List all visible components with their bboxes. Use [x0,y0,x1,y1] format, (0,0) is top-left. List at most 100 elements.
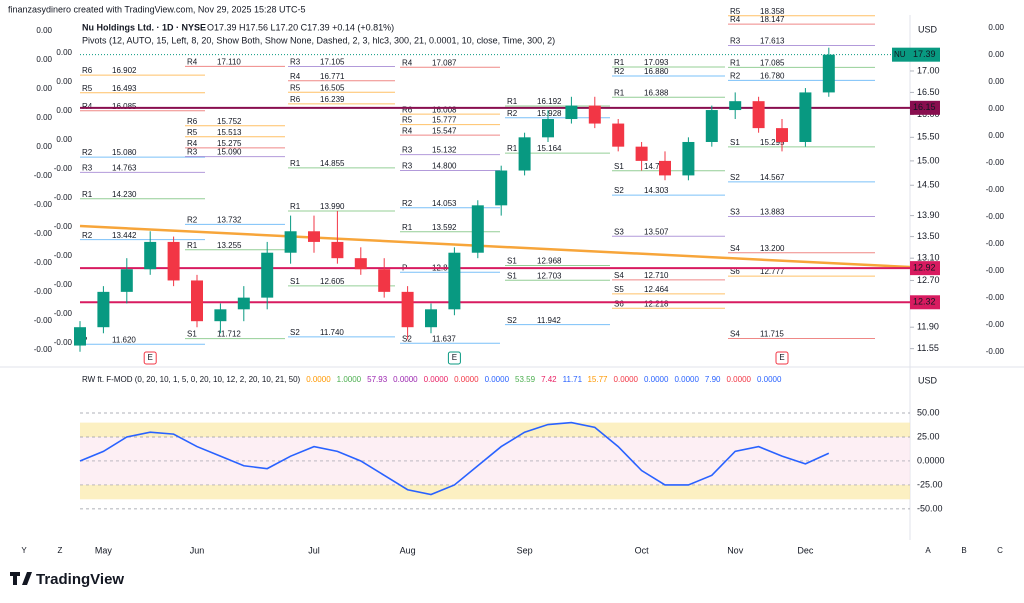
pivot-name: R5 [730,7,741,16]
pivot-label: 13.255 [217,241,242,250]
pivot-name: S2 [730,173,740,182]
pivot-label: 11.715 [760,330,784,339]
pivot-label: 16.780 [760,71,785,80]
pivot-name: R1 [290,202,301,211]
osc-tick-label: 0.0000 [917,455,945,465]
x-tick-label: May [95,545,113,555]
y-tick-label: 15.50 [917,132,940,142]
pivot-name: R2 [614,67,625,76]
right-label: -0.00 [986,185,1005,194]
osc-value: 1.0000 [337,375,362,384]
symbol-label: NU [894,50,906,59]
pivot-label: 12.605 [320,277,345,286]
candle-body [214,309,227,322]
left-label: 0.00 [36,55,52,64]
oscillator-legend: RW ft. F-MOD (0, 20, 10, 1, 5, 0, 20, 10… [82,375,782,384]
pivot-name: R5 [82,84,93,93]
pivot-label: 11.620 [112,335,136,344]
candle-body [635,146,648,161]
candle-body [659,160,671,176]
x-tick-label: Dec [797,545,814,555]
pivot-label: 13.990 [320,202,345,211]
pivot-name: R6 [187,117,198,126]
osc-value: 0.0000 [485,375,510,384]
pivot-label: 14.230 [112,190,137,199]
pivot-label: 13.442 [112,231,137,240]
pivot-label: 14.800 [432,162,457,171]
x-tick-label: Jul [308,545,320,555]
candle-body [97,291,110,328]
pivot-label: 13.507 [644,227,669,236]
candle-body [448,252,461,310]
pivot-name: S4 [730,244,740,253]
candle-body [799,92,812,142]
right-label: -0.00 [986,266,1005,275]
left-label: -0.00 [34,316,53,325]
event-label: E [779,353,784,362]
pivot-label: 11.637 [432,334,456,343]
candle-body [191,280,203,322]
left-label: -0.00 [54,193,73,202]
pivot-label: 13.200 [760,244,785,253]
pivot-label: 17.110 [217,57,241,66]
pivot-label: 16.902 [112,66,137,75]
candle-body [495,170,508,206]
pivot-label: 17.087 [432,58,457,67]
event-marker [447,351,461,365]
candle-body [308,231,320,242]
event-label: E [452,353,457,362]
osc-value: 0.0000 [644,375,669,384]
osc-tick-label: 25.00 [917,431,940,441]
candle-body [729,101,742,111]
pivot-name: R1 [82,190,93,199]
symbol-box [892,47,910,62]
pivot-name: R4 [82,102,93,111]
pivot-name: R1 [290,159,301,168]
band-lower [80,484,910,500]
candle-body [120,269,133,292]
pivot-name: S1 [290,277,300,286]
pivot-label: 16.239 [320,95,345,104]
axis-letter: C [997,546,1003,555]
y-tick-label: 14.50 [917,180,940,190]
pivot-label: 14.053 [432,199,457,208]
pivot-label: 15.080 [112,148,137,157]
x-tick-label: Aug [400,545,416,555]
left-label: -0.00 [34,345,53,354]
left-label: -0.00 [34,171,53,180]
pivot-name: S3 [614,227,624,236]
left-label: 0.00 [36,26,52,35]
pivot-label: 18.147 [760,15,785,24]
y-tick-label: 16.50 [917,87,940,97]
brand: TradingView [36,571,124,588]
candle-body [776,128,788,142]
pivot-label: 16.388 [644,88,669,97]
pivot-name: S1 [187,330,197,339]
currency: USD [918,24,938,34]
currency: USD [918,375,938,385]
pivot-label: 12.464 [644,285,669,294]
pivot-label: 15.132 [432,146,457,155]
pivot-label: 14.763 [112,163,137,172]
pivot-label: 11.942 [537,316,561,325]
pivot-name: S1 [730,138,740,147]
y-tick-label: 13.10 [917,253,940,263]
pivot-label: 16.085 [112,102,137,111]
pivot-label: 15.547 [432,126,457,135]
pivot-name: S3 [730,208,740,217]
candle-body [237,297,250,310]
pivot-label: 14.303 [644,186,669,195]
left-label: 0.00 [36,84,52,93]
pivot-label: 11.740 [320,328,344,337]
candle-body [74,327,86,346]
candle-body [144,241,157,270]
pivot-name: R6 [290,95,301,104]
osc-tick-label: 50.00 [917,407,940,417]
pivot-label: 13.592 [432,223,457,232]
pivot-label: 18.358 [760,7,785,16]
pivot-name: R6 [82,66,93,75]
left-label: 0.00 [56,106,72,115]
osc-value: 7.90 [705,375,721,384]
osc-value: 0.0000 [674,375,699,384]
right-label: 0.00 [988,50,1004,59]
